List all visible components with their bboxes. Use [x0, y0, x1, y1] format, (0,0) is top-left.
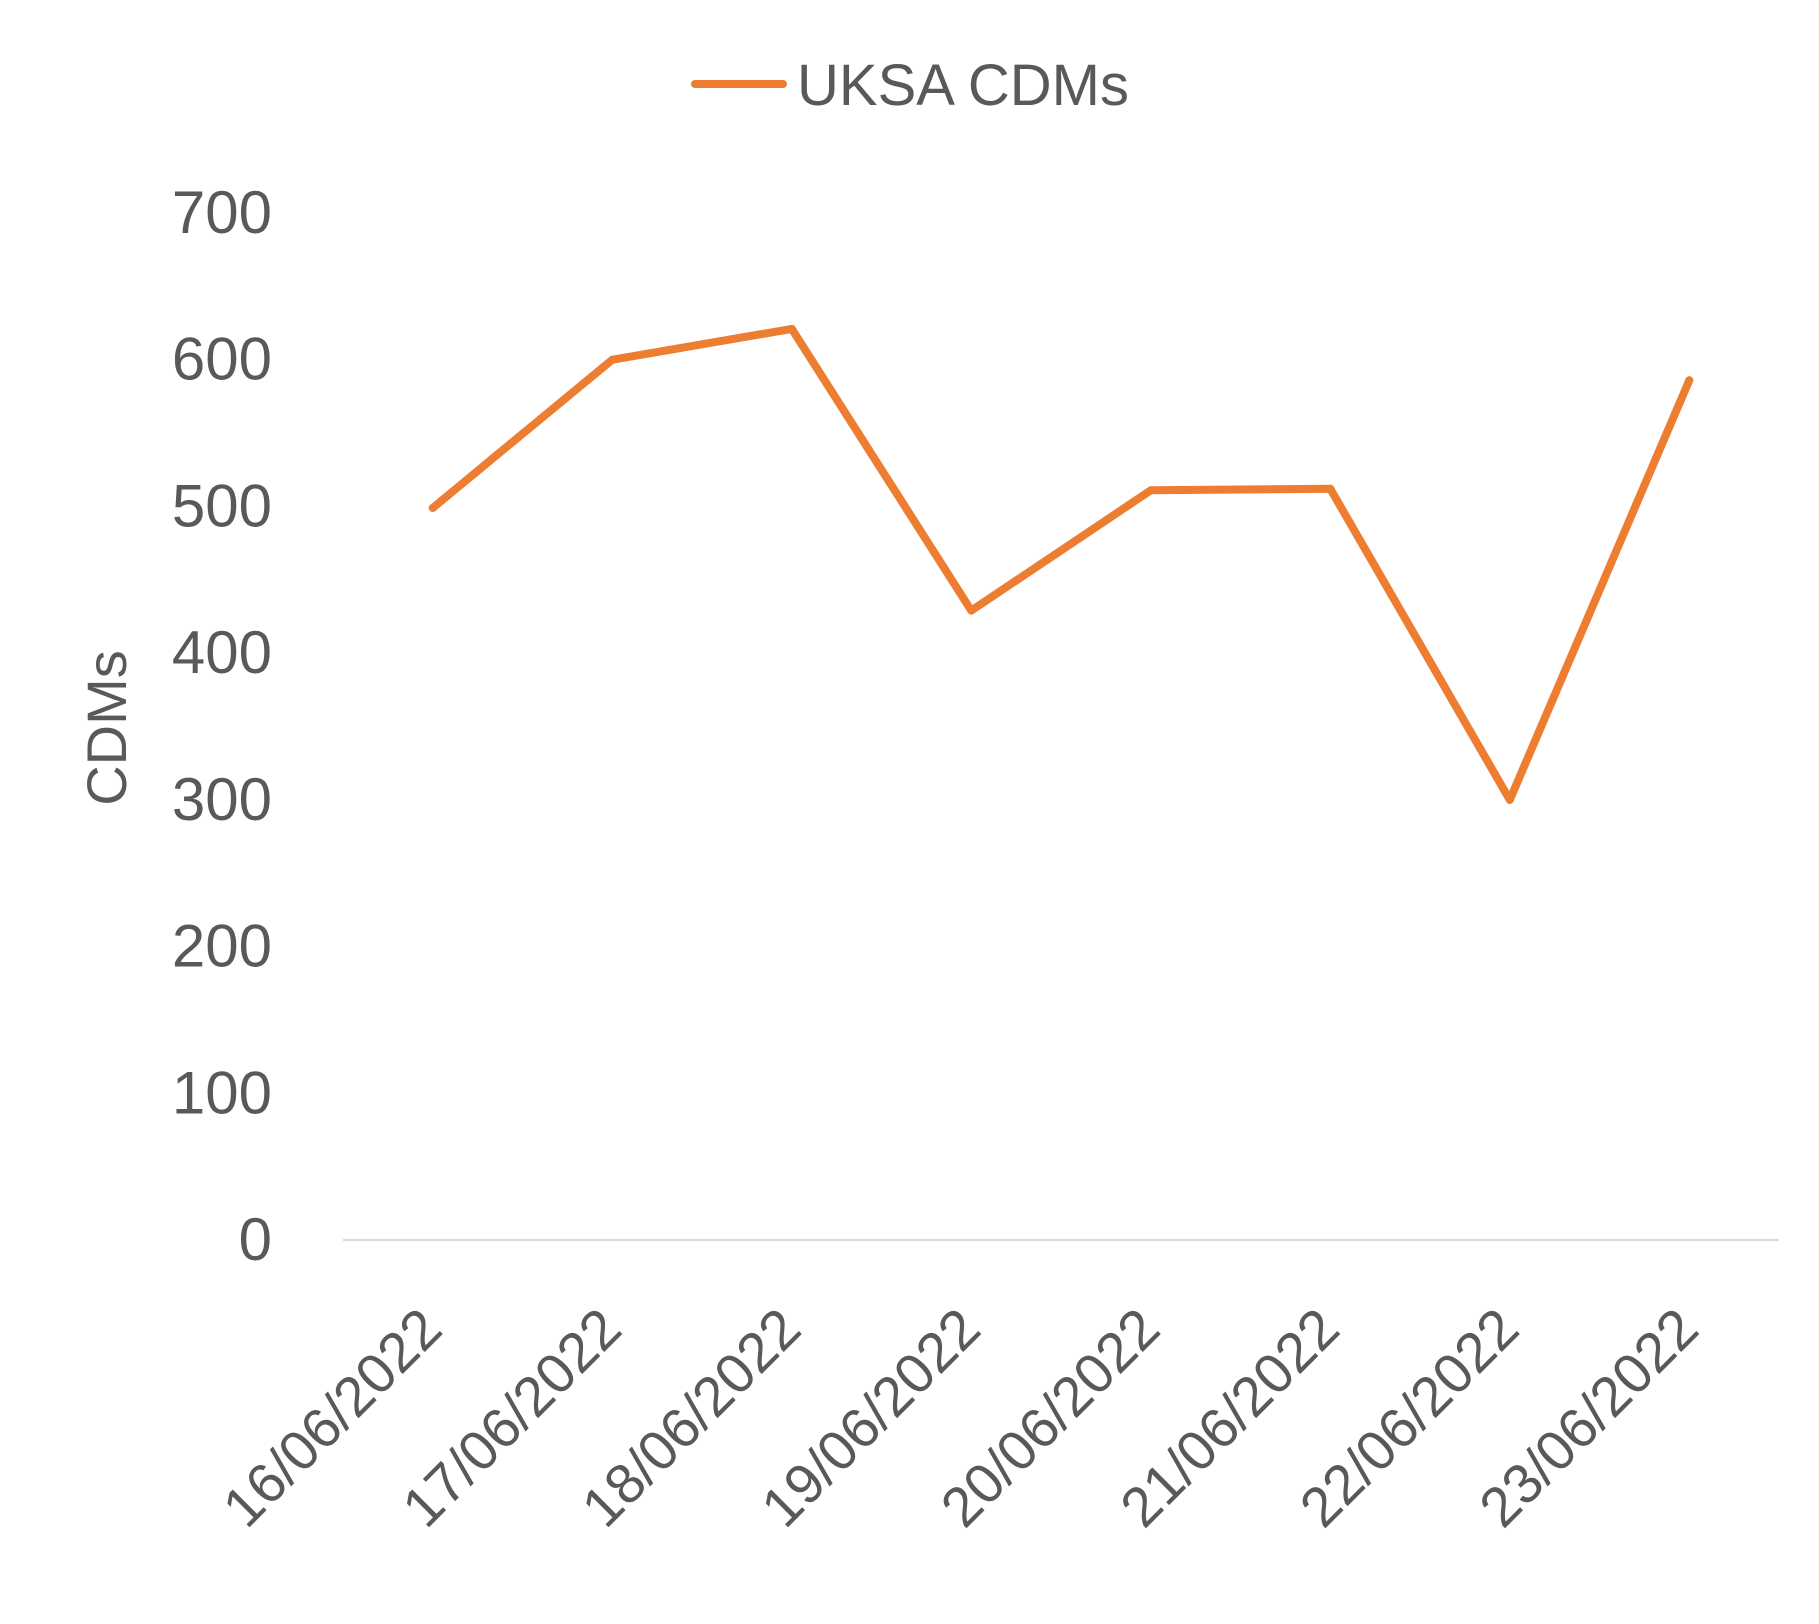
series-group — [428, 324, 1694, 804]
y-tick-label: 300 — [172, 766, 272, 833]
y-axis-ticks: 0 100 200 300 400 500 600 700 — [172, 179, 272, 1273]
y-tick-label: 100 — [172, 1059, 272, 1126]
data-point — [1326, 484, 1335, 493]
data-point — [608, 355, 617, 364]
y-tick-label: 200 — [172, 913, 272, 980]
series-line — [428, 324, 1694, 804]
y-tick-label: 700 — [172, 179, 272, 246]
data-point — [967, 606, 976, 615]
data-point — [787, 324, 796, 333]
legend: UKSA CDMs — [691, 53, 1129, 118]
y-tick-label: 400 — [172, 619, 272, 686]
data-point — [428, 503, 437, 512]
data-point — [1685, 376, 1694, 385]
data-point — [1505, 795, 1514, 804]
x-axis-ticks: 16/06/202217/06/202218/06/202219/06/2022… — [210, 1296, 1709, 1539]
legend-label: UKSA CDMs — [797, 53, 1129, 118]
y-tick-label: 600 — [172, 326, 272, 393]
data-point — [1146, 486, 1155, 495]
y-axis-label: CDMs — [75, 650, 138, 806]
y-tick-label: 0 — [239, 1206, 272, 1273]
y-tick-label: 500 — [172, 472, 272, 539]
